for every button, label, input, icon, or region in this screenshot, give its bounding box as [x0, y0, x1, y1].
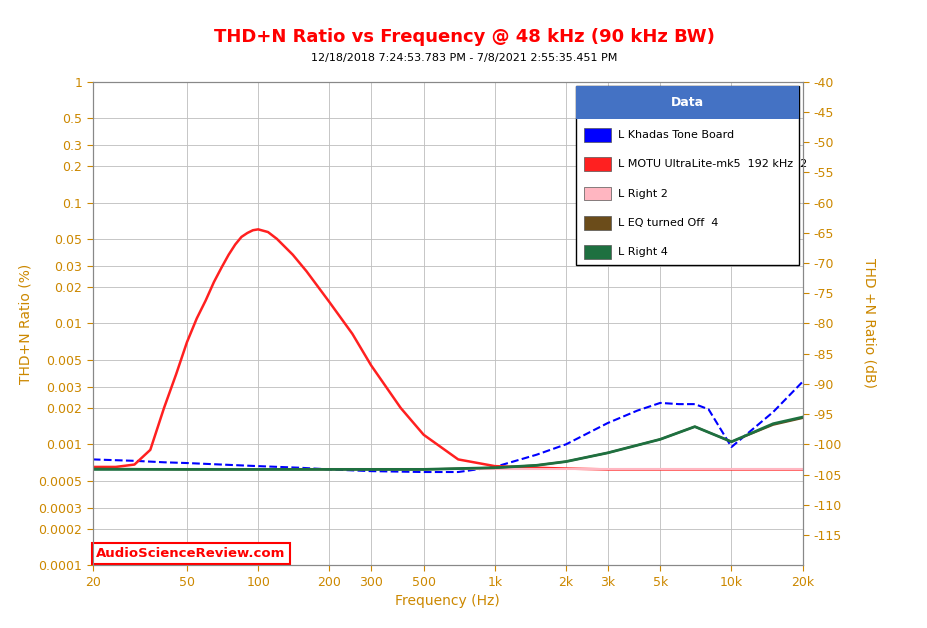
- Text: L EQ turned Off  4: L EQ turned Off 4: [617, 218, 717, 228]
- FancyBboxPatch shape: [583, 187, 610, 200]
- FancyBboxPatch shape: [583, 216, 610, 230]
- Y-axis label: THD +N Ratio (dB): THD +N Ratio (dB): [861, 258, 875, 389]
- Text: L MOTU UltraLite-mk5  192 kHz  2: L MOTU UltraLite-mk5 192 kHz 2: [617, 159, 806, 169]
- Text: THD+N Ratio vs Frequency @ 48 kHz (90 kHz BW): THD+N Ratio vs Frequency @ 48 kHz (90 kH…: [213, 28, 714, 46]
- FancyBboxPatch shape: [583, 128, 610, 141]
- X-axis label: Frequency (Hz): Frequency (Hz): [395, 594, 500, 608]
- FancyBboxPatch shape: [583, 158, 610, 171]
- Text: Data: Data: [670, 96, 704, 109]
- Text: AP: AP: [756, 94, 784, 112]
- Text: L Khadas Tone Board: L Khadas Tone Board: [617, 130, 733, 140]
- Text: 12/18/2018 7:24:53.783 PM - 7/8/2021 2:55:35.451 PM: 12/18/2018 7:24:53.783 PM - 7/8/2021 2:5…: [311, 53, 616, 63]
- FancyBboxPatch shape: [575, 87, 798, 266]
- Text: AudioScienceReview.com: AudioScienceReview.com: [96, 548, 286, 560]
- Text: L Right 2: L Right 2: [617, 188, 667, 198]
- FancyBboxPatch shape: [575, 87, 798, 119]
- Y-axis label: THD+N Ratio (%): THD+N Ratio (%): [19, 263, 32, 384]
- FancyBboxPatch shape: [583, 246, 610, 259]
- Text: L Right 4: L Right 4: [617, 247, 667, 257]
